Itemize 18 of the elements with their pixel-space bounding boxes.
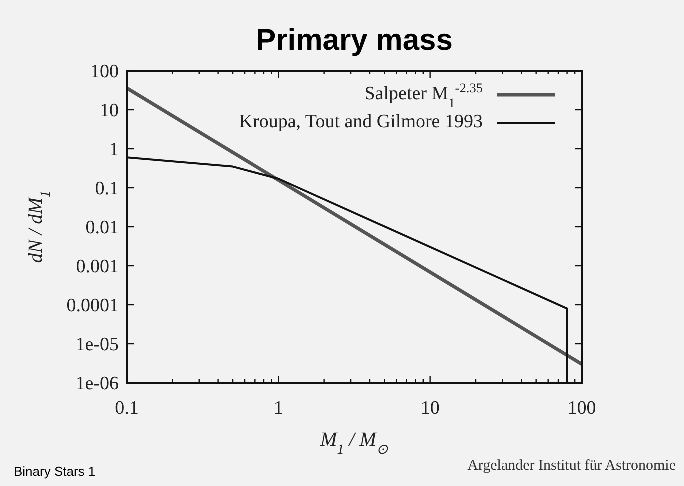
y-tick-label: 0.01 [86,218,119,239]
legend-label: Kroupa, Tout and Gilmore 1993 [239,112,483,133]
y-tick-label: 0.0001 [66,296,119,317]
y-tick-label: 100 [90,62,119,83]
x-tick-label: 10 [420,398,440,419]
y-tick-label: 0.001 [76,256,119,278]
y-tick-label: 1 [110,140,119,161]
text: Argelander Institut für Astronomie [468,458,676,474]
y-tick-label: 0.1 [95,178,119,200]
y-tick-label: 1e-05 [76,334,119,356]
y-tick-label: 10 [100,100,119,122]
y-tick-label: 1e-06 [76,374,119,395]
x-tick-label: 1 [274,398,284,419]
x-tick-label: 100 [568,398,596,419]
x-axis-title: M$_{1}$ / M$_{⊙}$ [320,429,388,458]
x-tick-label: 0.1 [115,398,139,419]
chart-title: Primary mass [256,24,453,57]
text: Binary Stars 1 [14,464,96,479]
